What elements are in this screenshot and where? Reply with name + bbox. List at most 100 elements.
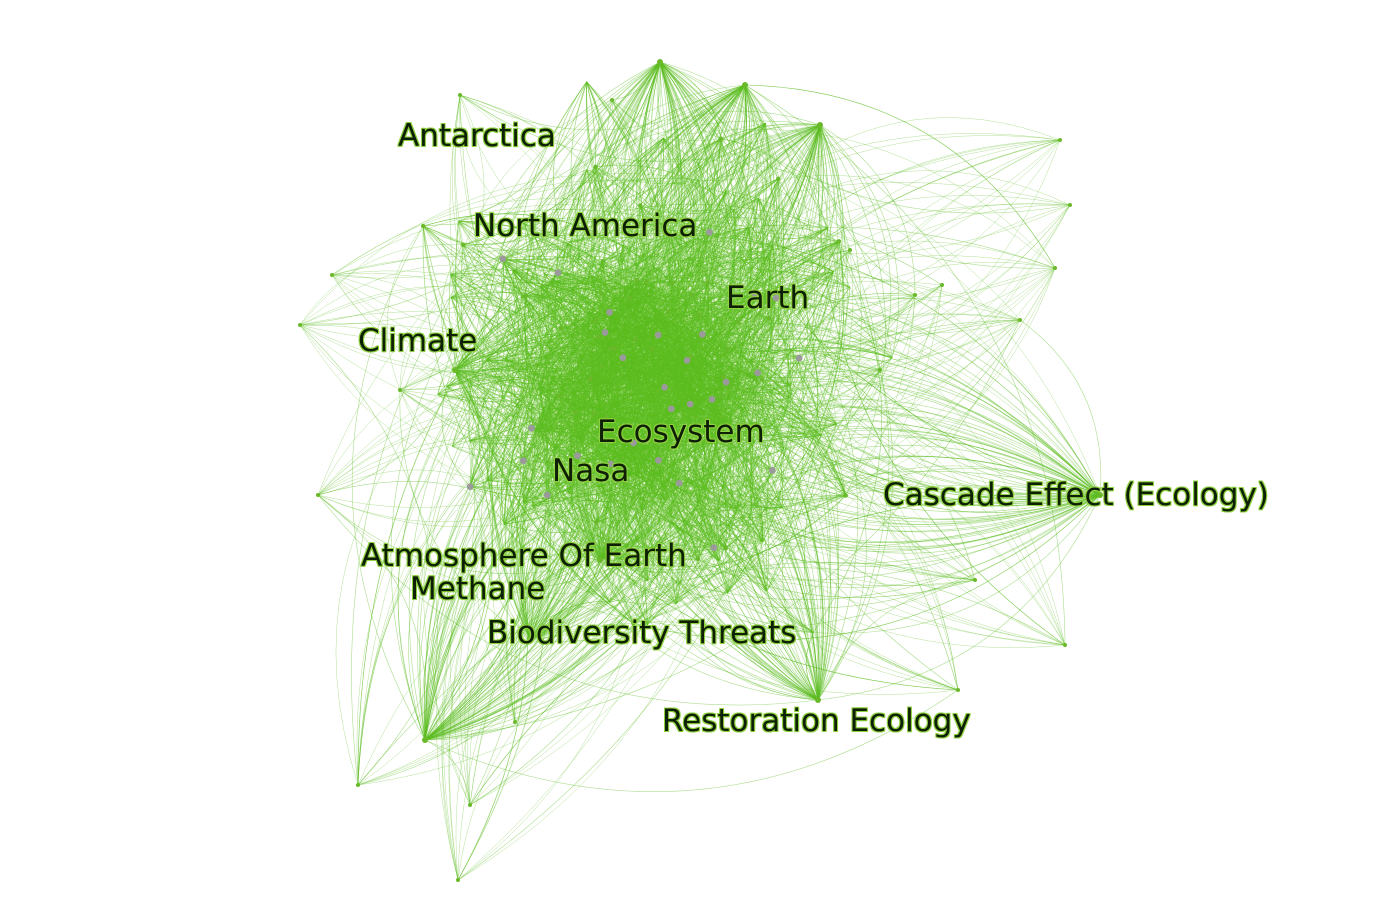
graph-node <box>736 319 741 325</box>
graph-edge <box>424 421 725 741</box>
graph-edge <box>659 61 717 330</box>
graph-edge <box>529 441 741 641</box>
graph-edge <box>531 364 601 561</box>
graph-edge <box>424 379 692 741</box>
graph-node <box>634 277 640 283</box>
graph-edge <box>599 320 672 561</box>
graph-node <box>655 456 662 464</box>
graph-edge <box>419 245 624 741</box>
graph-edge <box>645 289 819 701</box>
graph-edge <box>667 307 1101 499</box>
graph-edge <box>482 61 661 371</box>
graph-edge <box>651 284 823 701</box>
graph-edge <box>680 84 758 349</box>
graph-edge <box>657 61 698 336</box>
graph-edge <box>659 61 772 443</box>
graph-node <box>452 367 458 373</box>
graph-node <box>456 878 460 882</box>
graph-edge <box>529 138 684 641</box>
graph-edge <box>468 223 531 641</box>
graph-edge <box>567 61 661 245</box>
graph-edge <box>529 81 640 641</box>
graph-edge <box>454 369 474 441</box>
graph-edge <box>574 309 622 561</box>
graph-edge <box>819 124 916 296</box>
graph-edge <box>424 369 494 741</box>
graph-node <box>1058 138 1062 142</box>
graph-edge <box>819 124 899 358</box>
graph-edge <box>424 434 822 741</box>
graph-edge <box>516 291 625 641</box>
graph-edge <box>469 493 1101 806</box>
graph-edge <box>599 319 1021 561</box>
graph-edge <box>528 393 643 641</box>
graph-edge <box>529 397 789 641</box>
graph-edge <box>614 124 821 349</box>
graph-edge <box>681 124 821 235</box>
graph-edge <box>642 124 821 395</box>
graph-node <box>698 330 706 338</box>
graph-edge <box>599 293 639 561</box>
graph-node <box>689 292 694 297</box>
graph-edge <box>768 318 1101 496</box>
graph-edge <box>454 271 834 386</box>
graph-edge <box>676 410 764 542</box>
graph-edge <box>529 227 828 641</box>
label-ecosystem: Ecosystem <box>597 414 765 450</box>
graph-edge <box>586 81 710 233</box>
graph-edge <box>459 94 647 282</box>
graph-edge <box>627 61 701 424</box>
graph-node <box>644 279 649 284</box>
graph-node <box>878 368 882 372</box>
graph-edge <box>782 435 822 701</box>
graph-edge <box>351 225 426 741</box>
graph-edge <box>639 84 746 206</box>
graph-edge <box>560 84 746 329</box>
graph-edge <box>529 379 692 641</box>
graph-edge <box>454 369 959 691</box>
graph-node <box>599 291 604 296</box>
graph-edge <box>512 270 526 296</box>
graph-edge <box>459 94 669 312</box>
graph-edge <box>582 288 651 561</box>
graph-edge <box>659 84 746 269</box>
graph-edge <box>819 124 892 371</box>
graph-edge <box>540 84 746 287</box>
graph-edge <box>599 99 819 701</box>
graph-node <box>776 176 781 181</box>
graph-edge <box>571 61 674 394</box>
graph-edge <box>717 421 819 701</box>
graph-edge <box>746 124 821 373</box>
graph-edge <box>672 84 746 380</box>
graph-edge <box>795 124 835 303</box>
graph-edge <box>480 480 531 641</box>
graph-node <box>695 556 701 562</box>
graph-node <box>686 400 694 408</box>
graph-node <box>468 803 472 807</box>
graph-edge <box>635 124 821 340</box>
graph-edge <box>599 509 642 561</box>
graph-node <box>627 296 632 301</box>
graph-node <box>956 688 960 692</box>
graph-edge <box>424 427 722 741</box>
graph-node <box>593 164 598 170</box>
graph-edge <box>424 739 471 806</box>
graph-edge <box>659 61 881 371</box>
graph-edge <box>580 281 647 561</box>
graph-edge <box>454 276 592 371</box>
graph-edge <box>599 234 689 561</box>
graph-node <box>499 255 507 263</box>
label-atmosphere-of-earth: Atmosphere Of Earth <box>361 538 687 574</box>
graph-edge <box>557 408 819 701</box>
graph-node <box>1018 318 1022 322</box>
graph-edge <box>622 357 819 701</box>
graph-edge <box>459 94 846 496</box>
graph-edge <box>718 84 746 192</box>
graph-edge <box>454 94 609 474</box>
graph-node <box>1068 203 1072 207</box>
graph-edge <box>540 84 746 287</box>
graph-edge <box>671 445 1101 517</box>
graph-node <box>554 269 562 277</box>
graph-node <box>848 248 852 252</box>
